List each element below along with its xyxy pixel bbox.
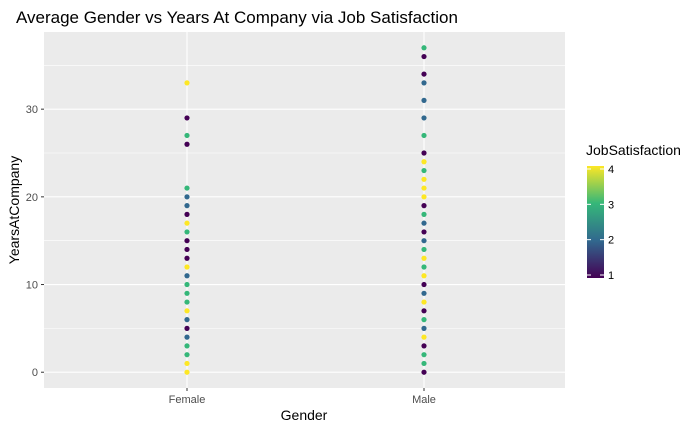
data-point [184,299,190,305]
data-point [421,71,427,77]
data-point [421,185,427,191]
data-point [421,159,427,165]
data-point [421,325,427,331]
data-point [421,80,427,86]
data-point [421,211,427,217]
data-point [421,273,427,279]
y-tick-label: 20 [26,192,38,204]
legend-title: JobSatisfaction [586,142,681,158]
data-point [421,290,427,296]
data-point [184,325,190,331]
data-point [421,150,427,156]
data-point [421,238,427,244]
data-point [421,220,427,226]
x-axis: Female Male [169,388,436,406]
data-point [184,132,190,139]
legend-tick-label: 1 [608,270,614,282]
data-point [184,229,190,235]
data-point [184,317,190,323]
legend-tick-label: 4 [608,164,614,176]
y-tick-label: 0 [32,367,38,379]
data-point [184,141,190,147]
data-point [184,246,190,253]
data-point [184,369,190,375]
data-point [184,194,190,200]
data-point [421,203,427,209]
legend-colorbar [587,166,604,278]
data-point [421,194,427,200]
chart-title: Average Gender vs Years At Company via J… [16,8,458,27]
data-point [421,369,427,375]
x-axis-title: Gender [281,407,328,423]
data-point [184,273,190,279]
data-point [184,211,190,217]
data-point [421,360,427,367]
data-point [184,360,190,367]
data-point [421,255,427,261]
legend-tick-label: 3 [608,199,614,211]
plot-panel [44,32,565,388]
data-point [421,308,427,314]
y-axis-title: YearsAtCompany [6,156,22,264]
data-point [421,97,427,103]
x-tick-label: Male [412,394,436,406]
data-point [421,334,427,340]
data-point [184,334,190,340]
data-point [184,238,190,244]
y-tick-label: 30 [26,104,38,116]
data-point [184,308,190,314]
data-points [184,45,427,375]
data-point [421,132,427,139]
data-point [421,343,427,349]
data-point [421,45,427,51]
data-point [421,281,427,288]
data-point [421,167,427,174]
data-point [421,115,427,121]
data-point [184,185,190,191]
data-point [184,220,190,226]
data-point [184,203,190,209]
data-point [184,255,190,261]
data-point [184,290,190,296]
data-point [421,176,427,182]
x-tick-label: Female [169,394,206,406]
data-point [421,264,427,270]
data-point [421,53,427,60]
data-point [184,281,190,288]
data-point [421,246,427,253]
data-point [184,352,190,358]
data-point [421,299,427,305]
y-tick-label: 10 [26,280,38,292]
data-point [421,317,427,323]
data-point [421,229,427,235]
data-point [184,343,190,349]
data-point [421,352,427,358]
y-axis: 0 10 20 30 [26,104,44,379]
data-point [184,80,190,86]
legend: JobSatisfaction 1 2 3 4 [586,142,681,282]
legend-ticks: 1 2 3 4 [587,164,614,282]
data-point [184,115,190,121]
legend-tick-label: 2 [608,235,614,247]
data-point [184,264,190,270]
